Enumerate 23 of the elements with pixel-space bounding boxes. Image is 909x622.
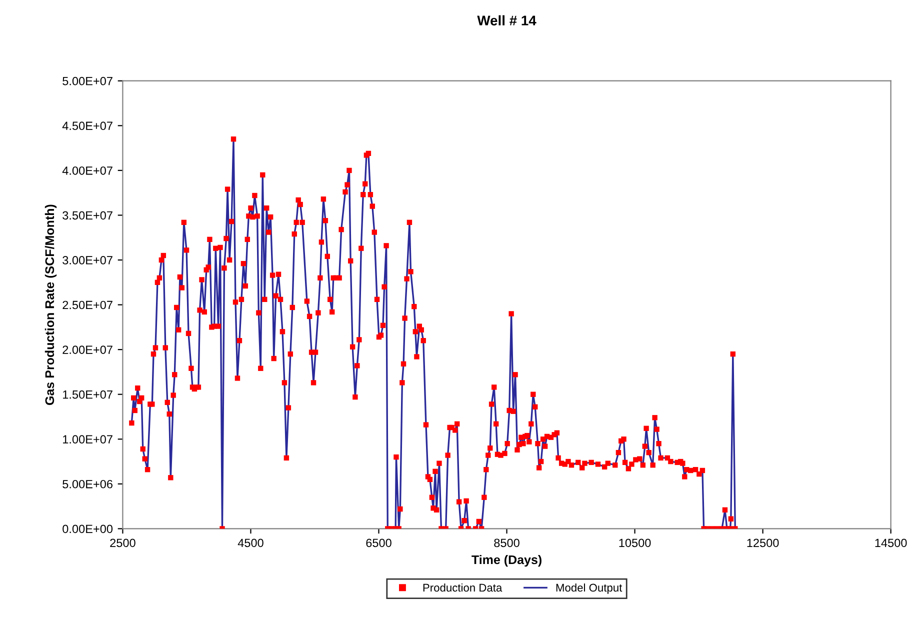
y-tick-label: 3.50E+07 — [62, 211, 112, 220]
x-tick-label: 2500 — [110, 538, 136, 548]
y-tick-label: 3.00E+07 — [62, 256, 112, 264]
x-tick-label: 10500 — [619, 538, 651, 548]
y-tick-label: 5.00E+07 — [62, 76, 112, 86]
chart-title: Well # 14 — [477, 15, 536, 26]
x-tick-label: 6500 — [366, 538, 392, 548]
y-tick-label: 1.00E+07 — [63, 435, 112, 444]
y-tick-label: 0.00E+00 — [62, 524, 113, 534]
x-tick-label: 4500 — [238, 538, 264, 548]
legend-label: Production Data — [423, 583, 502, 592]
x-tick-label: 8500 — [494, 538, 520, 548]
y-axis-title: Gas Production Rate (SCF/Month) — [44, 204, 57, 405]
y-tick-label: 2.00E+07 — [62, 346, 112, 354]
y-tick-label: 4.00E+07 — [62, 166, 112, 175]
x-tick-label: 12500 — [747, 538, 779, 548]
x-axis-title: Time (Days) — [472, 554, 542, 567]
y-tick-label: 5.00E+06 — [62, 480, 112, 488]
x-tick-label: 14500 — [875, 538, 907, 548]
y-tick-label: 2.50E+07 — [62, 300, 112, 310]
y-tick-label: 4.50E+07 — [62, 122, 112, 130]
y-tick-label: 1.50E+07 — [63, 390, 112, 399]
legend-label: Model Output — [556, 583, 622, 594]
